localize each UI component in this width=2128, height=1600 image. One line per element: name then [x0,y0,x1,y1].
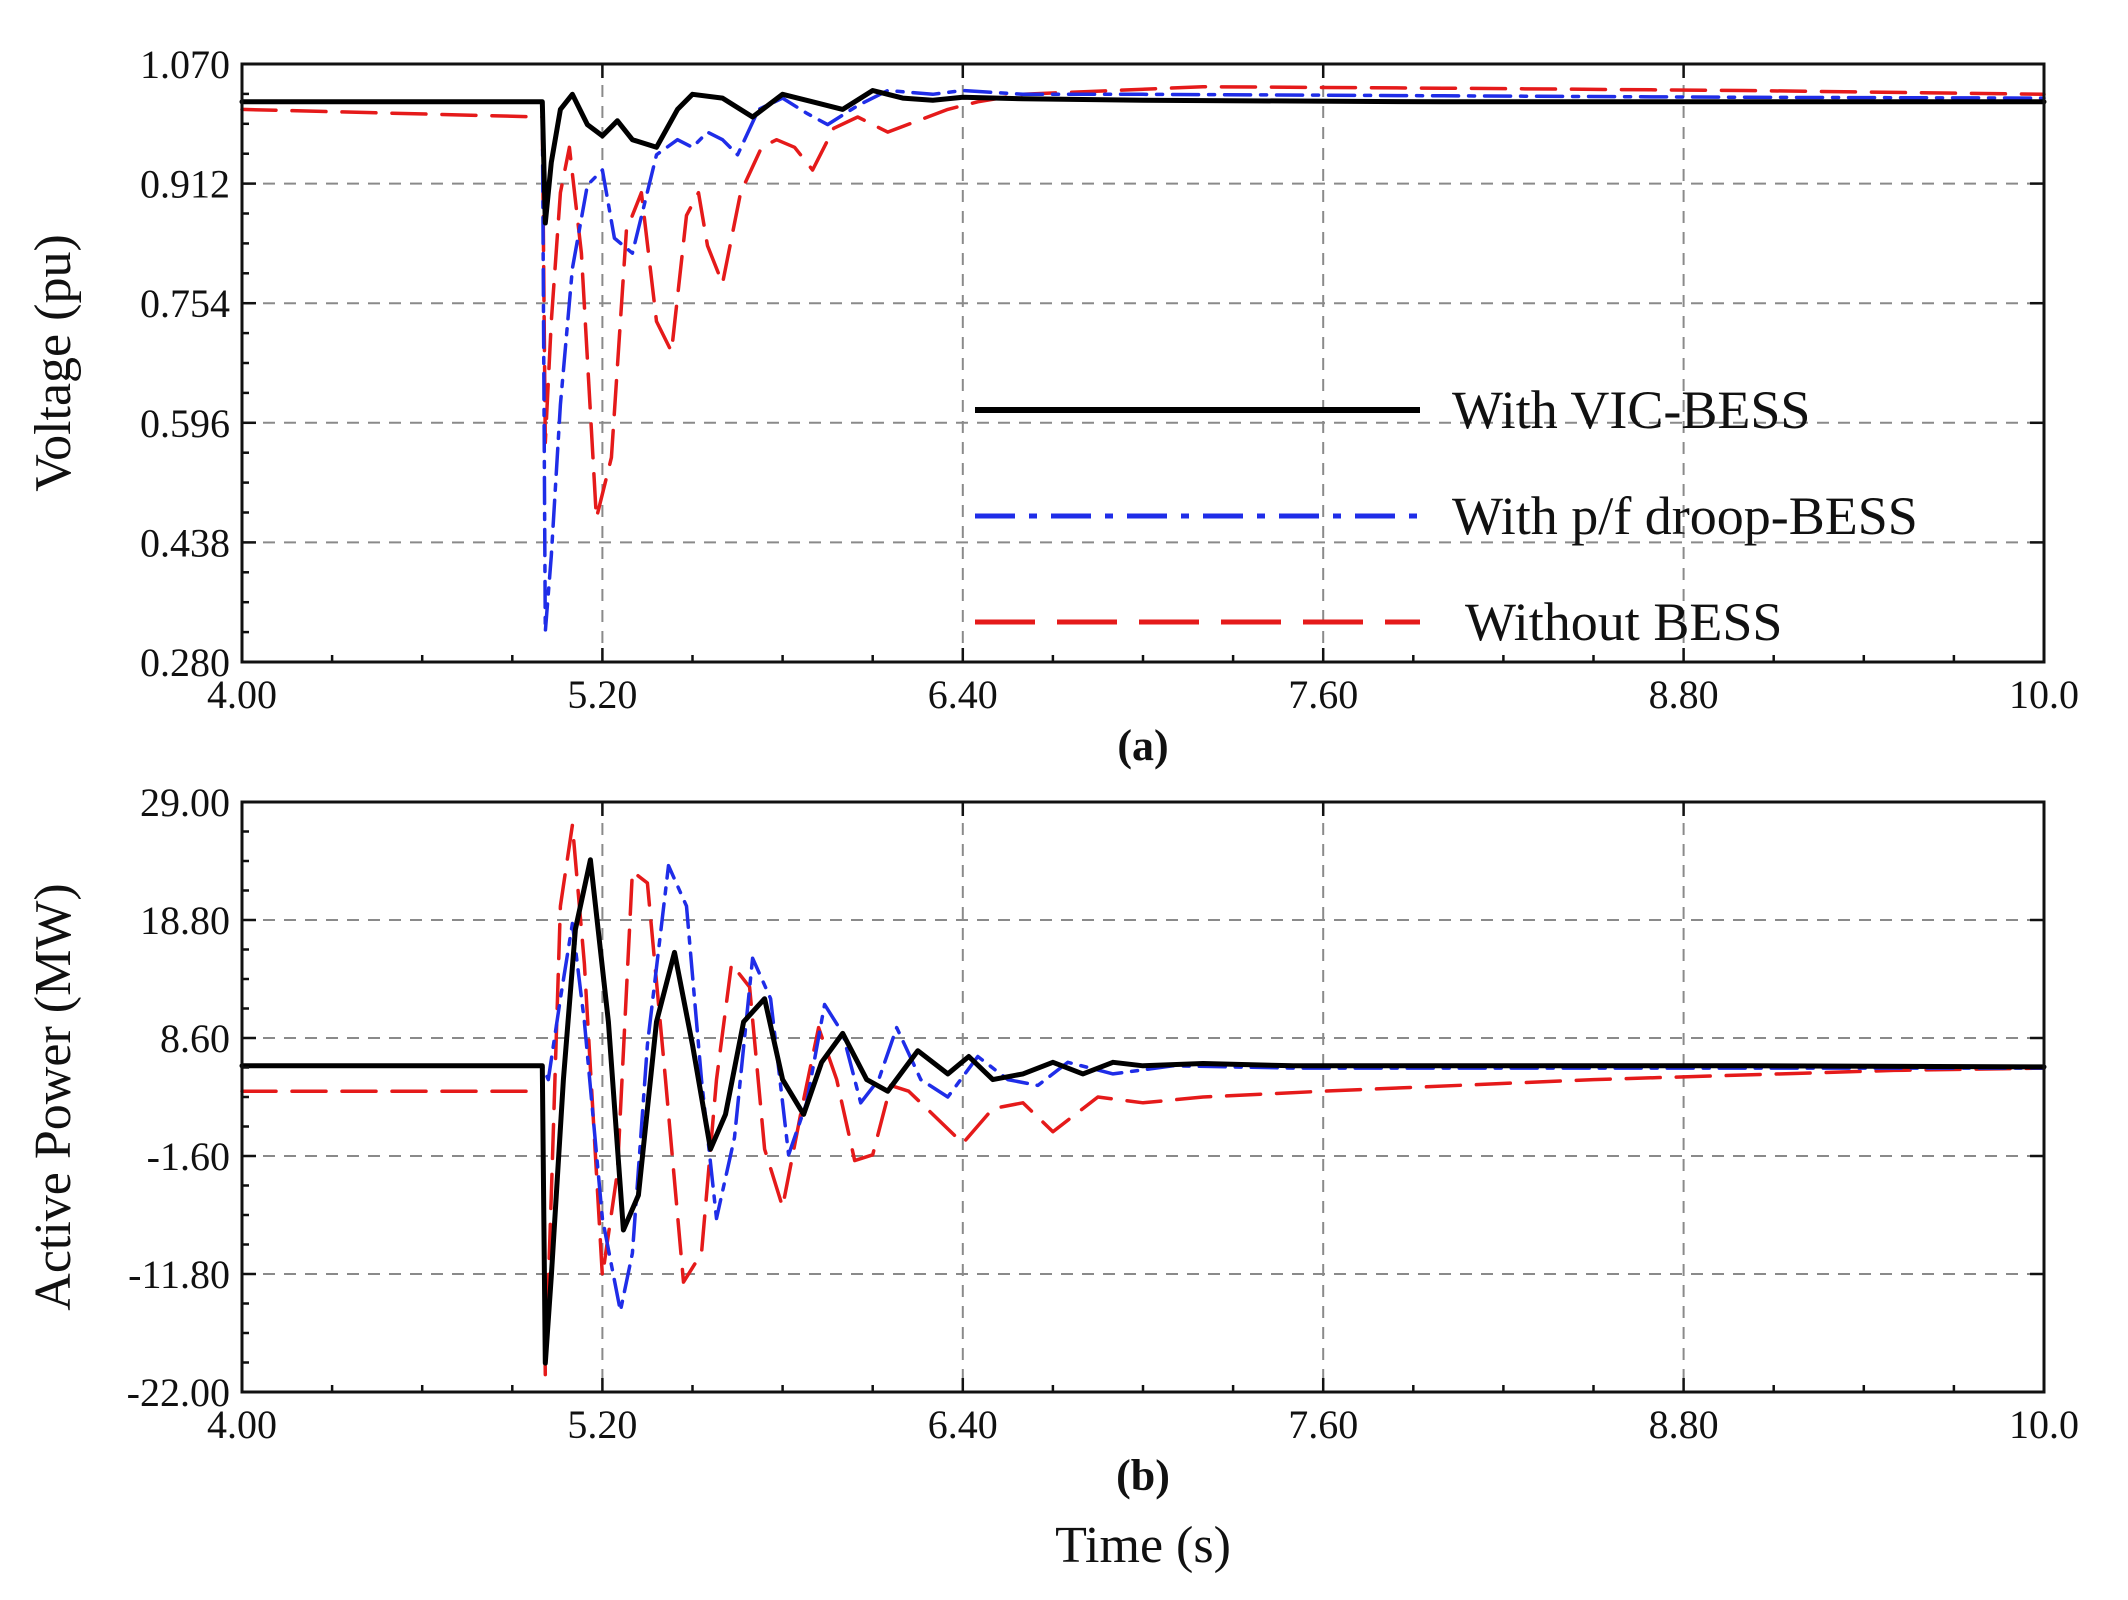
voltage-gridlines [242,64,2044,662]
legend-label-vic-bess: With VIC-BESS [1452,380,1810,440]
y-tick-label: -22.00 [127,1370,230,1415]
x-tick-label: 4.00 [207,1402,277,1447]
y-tick-label: 18.80 [140,898,230,943]
x-tick-label: 4.00 [207,672,277,717]
power-y-axis-label: Active Power (MW) [25,883,82,1310]
series-line-vic [239,857,2047,1366]
y-tick-label: 0.596 [140,401,230,446]
x-tick-label: 7.60 [1288,672,1358,717]
x-tick-label: 5.20 [567,672,637,717]
power-plot-frame [240,800,2046,1394]
y-tick-label: 0.912 [140,162,230,207]
series-line-without [240,84,2046,520]
series-line-without [240,823,2046,1377]
y-tick-label: 0.438 [140,520,230,565]
panel-a-label: (a) [1117,721,1168,770]
x-tick-label: 8.80 [1649,672,1719,717]
voltage-y-axis-label: Voltage (pu) [25,234,82,492]
x-tick-label: 10.0 [2009,672,2079,717]
x-tick-label: 6.40 [928,672,998,717]
voltage-plot-frame [240,62,2046,664]
y-tick-label: 1.070 [140,42,230,87]
power-axis-ticks: 4.00 5.20 6.40 7.60 8.80 10.0 -22.00 -11.80 -1.6… [127,780,2079,1447]
series-line-droop [240,863,2046,1313]
voltage-series-lines [239,84,2047,634]
power-series-lines [239,823,2047,1377]
x-tick-label: 10.0 [2009,1402,2079,1447]
legend: With VIC-BESS With p/f droop-BESS Withou… [975,380,1918,652]
voltage-chart: 4.00 5.20 6.40 7.60 8.80 10.0 0.280 0.438 0.596 0… [25,42,2079,770]
x-tick-label: 8.80 [1649,1402,1719,1447]
active-power-chart: 4.00 5.20 6.40 7.60 8.80 10.0 -22.00 -11.80 -1.6… [25,780,2079,1574]
y-tick-label: 29.00 [140,780,230,825]
y-tick-label: 8.60 [160,1016,230,1061]
x-tick-label: 7.60 [1288,1402,1358,1447]
series-line-vic [239,88,2047,226]
panel-b-label: (b) [1116,1451,1170,1500]
y-tick-label: 0.280 [140,640,230,685]
time-x-axis-label: Time (s) [1055,1517,1231,1574]
y-tick-label: 0.754 [140,281,230,326]
y-tick-label: -11.80 [128,1252,230,1297]
x-tick-label: 6.40 [928,1402,998,1447]
voltage-axis-ticks: 4.00 5.20 6.40 7.60 8.80 10.0 0.280 0.438 0.596 0… [140,42,2079,717]
series-line-droop [240,88,2046,634]
power-gridlines [242,802,2044,1392]
x-tick-label: 5.20 [567,1402,637,1447]
legend-label-without-bess: Without BESS [1465,592,1782,652]
legend-label-droop-bess: With p/f droop-BESS [1452,486,1918,546]
y-tick-label: -1.60 [147,1134,230,1179]
